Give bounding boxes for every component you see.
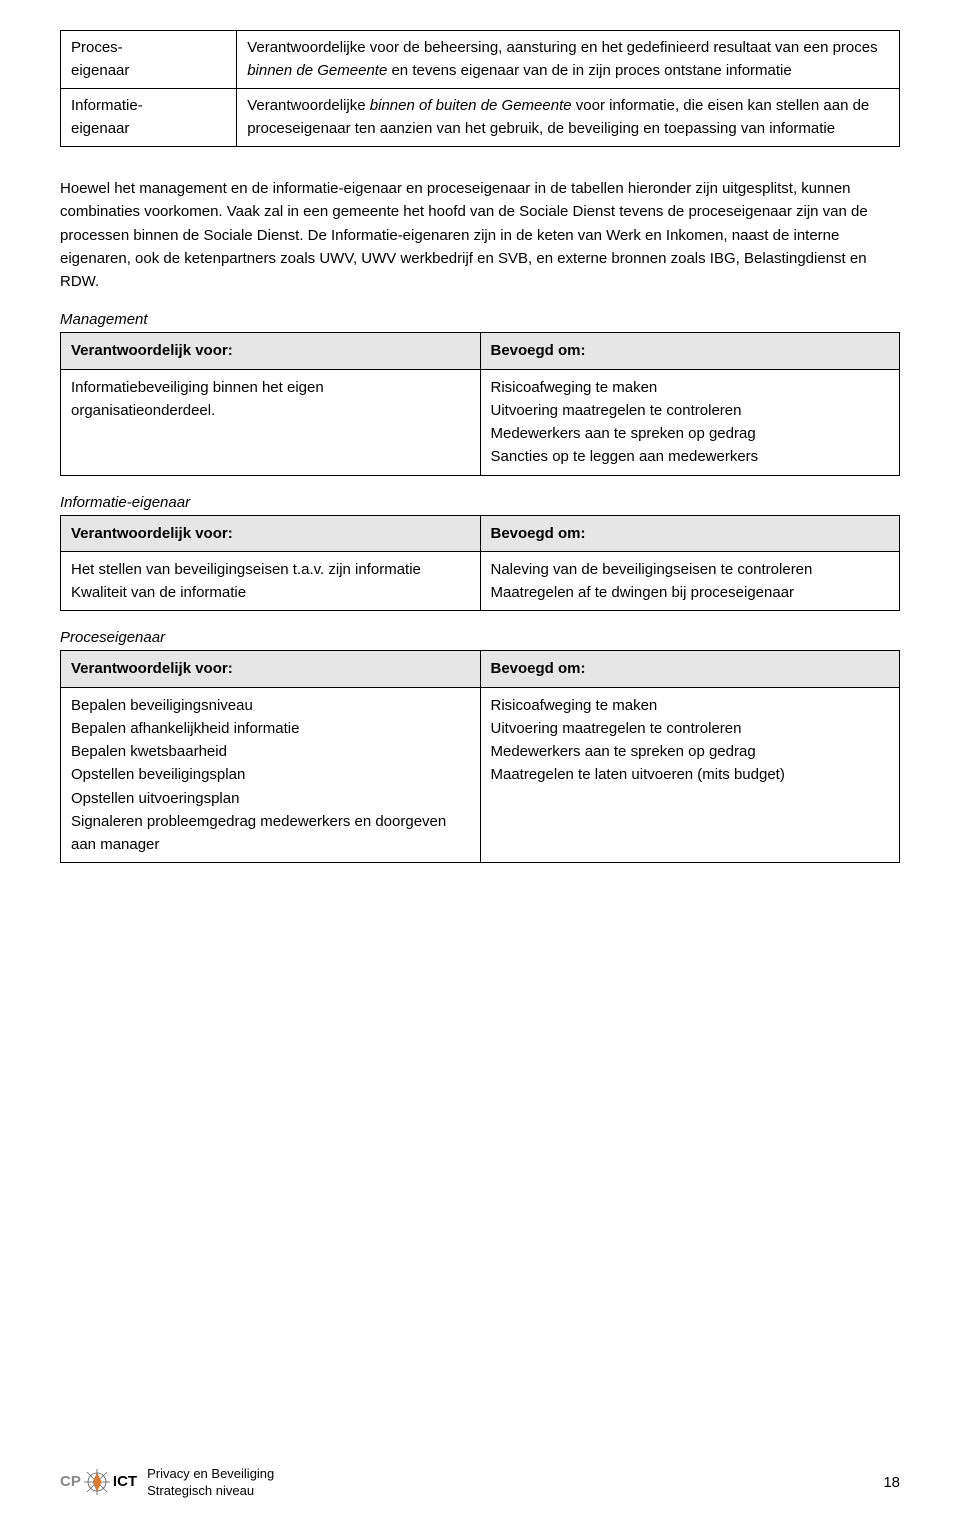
cell-right: Naleving van de beveiligingseisen te con… [480, 551, 900, 611]
header-right: Bevoegd om: [480, 333, 900, 369]
definitions-table: Proces- eigenaar Verantwoordelijke voor … [60, 30, 900, 147]
def-term: Informatie- eigenaar [61, 89, 237, 147]
cell-right: Risicoafweging te maken Uitvoering maatr… [480, 369, 900, 475]
footer-logo-block: CP ICT Privacy en Beveiliging Strategisc… [60, 1465, 274, 1500]
header-right: Bevoegd om: [480, 651, 900, 687]
table-row: Informatiebeveiliging binnen het eigen o… [61, 369, 900, 475]
compass-icon [82, 1467, 112, 1497]
def-desc: Verantwoordelijke binnen of buiten de Ge… [237, 89, 900, 147]
section-title: Management [60, 311, 900, 328]
footer-label-top: Privacy en Beveiliging [147, 1465, 274, 1483]
table-row: Bepalen beveiligingsniveau Bepalen afhan… [61, 687, 900, 863]
table-header-row: Verantwoordelijk voor: Bevoegd om: [61, 333, 900, 369]
logo-prefix: CP [60, 1473, 81, 1490]
footer-label-block: Privacy en Beveiliging Strategisch nivea… [147, 1465, 274, 1500]
table-header-row: Verantwoordelijk voor: Bevoegd om: [61, 651, 900, 687]
table-row: Proces- eigenaar Verantwoordelijke voor … [61, 31, 900, 89]
logo-suffix: ICT [113, 1473, 137, 1490]
cell-left: Bepalen beveiligingsniveau Bepalen afhan… [61, 687, 481, 863]
page: Proces- eigenaar Verantwoordelijke voor … [0, 0, 960, 1530]
page-footer: CP ICT Privacy en Beveiliging Strategisc… [60, 1465, 900, 1500]
page-number: 18 [883, 1474, 900, 1491]
table-row: Informatie- eigenaar Verantwoordelijke b… [61, 89, 900, 147]
cell-left: Informatiebeveiliging binnen het eigen o… [61, 369, 481, 475]
informatie-eigenaar-table: Verantwoordelijk voor: Bevoegd om: Het s… [60, 515, 900, 612]
body-paragraph: Hoewel het management en de informatie-e… [60, 177, 900, 293]
footer-logo-text: CP ICT [60, 1467, 137, 1497]
def-desc: Verantwoordelijke voor de beheersing, aa… [237, 31, 900, 89]
table-header-row: Verantwoordelijk voor: Bevoegd om: [61, 515, 900, 551]
def-term: Proces- eigenaar [61, 31, 237, 89]
proceseigenaar-table: Verantwoordelijk voor: Bevoegd om: Bepal… [60, 650, 900, 863]
table-row: Het stellen van beveiligingseisen t.a.v.… [61, 551, 900, 611]
cell-right: Risicoafweging te maken Uitvoering maatr… [480, 687, 900, 863]
section-title: Proceseigenaar [60, 629, 900, 646]
section-title: Informatie-eigenaar [60, 494, 900, 511]
footer-label-bottom: Strategisch niveau [147, 1482, 274, 1500]
management-table: Verantwoordelijk voor: Bevoegd om: Infor… [60, 332, 900, 475]
header-left: Verantwoordelijk voor: [61, 651, 481, 687]
header-left: Verantwoordelijk voor: [61, 515, 481, 551]
cell-left: Het stellen van beveiligingseisen t.a.v.… [61, 551, 481, 611]
header-left: Verantwoordelijk voor: [61, 333, 481, 369]
header-right: Bevoegd om: [480, 515, 900, 551]
